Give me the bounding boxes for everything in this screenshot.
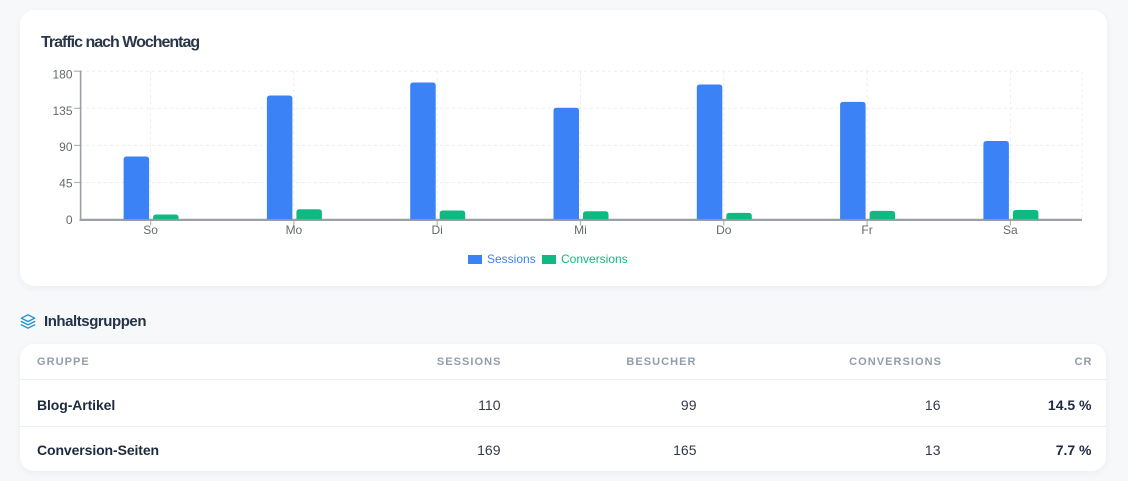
svg-text:Di: Di	[432, 223, 443, 237]
svg-text:135: 135	[52, 104, 72, 118]
svg-text:Do: Do	[716, 223, 732, 237]
svg-text:90: 90	[59, 140, 73, 154]
svg-text:Mi: Mi	[574, 223, 587, 237]
svg-text:Fr: Fr	[861, 223, 872, 237]
svg-text:180: 180	[52, 67, 72, 81]
svg-text:Sessions: Sessions	[487, 252, 536, 266]
svg-text:Conversions: Conversions	[561, 252, 628, 266]
svg-text:Sa: Sa	[1003, 223, 1018, 237]
svg-text:0: 0	[66, 213, 73, 227]
svg-text:45: 45	[59, 177, 73, 191]
svg-text:Mo: Mo	[286, 223, 303, 237]
svg-text:So: So	[143, 223, 158, 237]
